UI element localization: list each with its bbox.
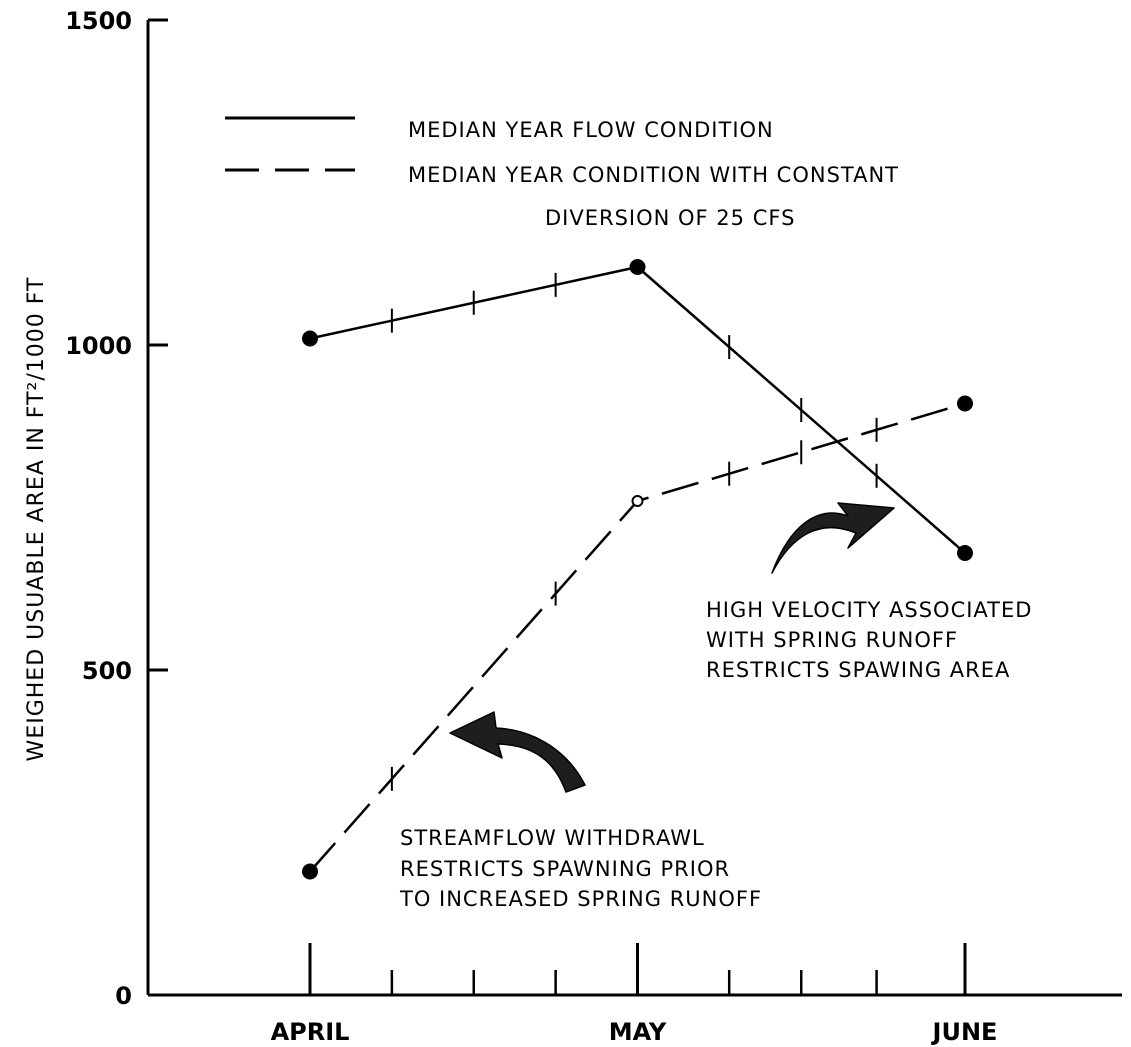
annotation-line: RESTRICTS SPAWING AREA xyxy=(706,658,1010,682)
x-ticks: APRIL MAY JUNE xyxy=(271,943,998,1046)
y-tick-label: 1000 xyxy=(65,332,132,360)
y-tick-label: 500 xyxy=(82,657,132,685)
x-tick-label: APRIL xyxy=(271,1018,350,1046)
legend-entry-dashed-line1: MEDIAN YEAR CONDITION WITH CONSTANT xyxy=(408,163,899,187)
data-point xyxy=(631,495,644,507)
x-tick-label: JUNE xyxy=(931,1018,998,1046)
y-ticks: 0 500 1000 1500 xyxy=(65,7,168,1010)
data-point xyxy=(957,545,973,561)
data-point xyxy=(629,259,646,275)
annotation-line: WITH SPRING RUNOFF xyxy=(706,628,958,652)
x-tick-label: MAY xyxy=(609,1018,667,1046)
series-layer xyxy=(302,259,973,880)
annotation-line: TO INCREASED SPRING RUNOFF xyxy=(399,887,762,911)
data-point xyxy=(302,863,318,880)
annotation-high-velocity: HIGH VELOCITY ASSOCIATED WITH SPRING RUN… xyxy=(706,598,1032,682)
annotation-line: HIGH VELOCITY ASSOCIATED xyxy=(706,598,1032,622)
annotation-arrow-upper xyxy=(771,502,895,574)
annotation-line: RESTRICTS SPAWNING PRIOR xyxy=(400,857,730,881)
data-point xyxy=(957,395,973,412)
data-point xyxy=(302,330,318,347)
annotation-arrow-lower xyxy=(449,711,586,793)
legend: MEDIAN YEAR FLOW CONDITION MEDIAN YEAR C… xyxy=(225,116,899,230)
y-tick-label: 0 xyxy=(115,982,132,1010)
annotation-line: STREAMFLOW WITHDRAWL xyxy=(400,826,705,850)
y-tick-label: 1500 xyxy=(65,7,132,35)
annotation-streamflow: STREAMFLOW WITHDRAWL RESTRICTS SPAWNING … xyxy=(399,826,762,911)
y-axis-label: WEIGHED USUABLE AREA IN FT²/1000 FT xyxy=(24,277,49,762)
legend-entry-dashed-line2: DIVERSION OF 25 CFS xyxy=(545,206,795,230)
legend-entry-solid: MEDIAN YEAR FLOW CONDITION xyxy=(408,118,774,142)
